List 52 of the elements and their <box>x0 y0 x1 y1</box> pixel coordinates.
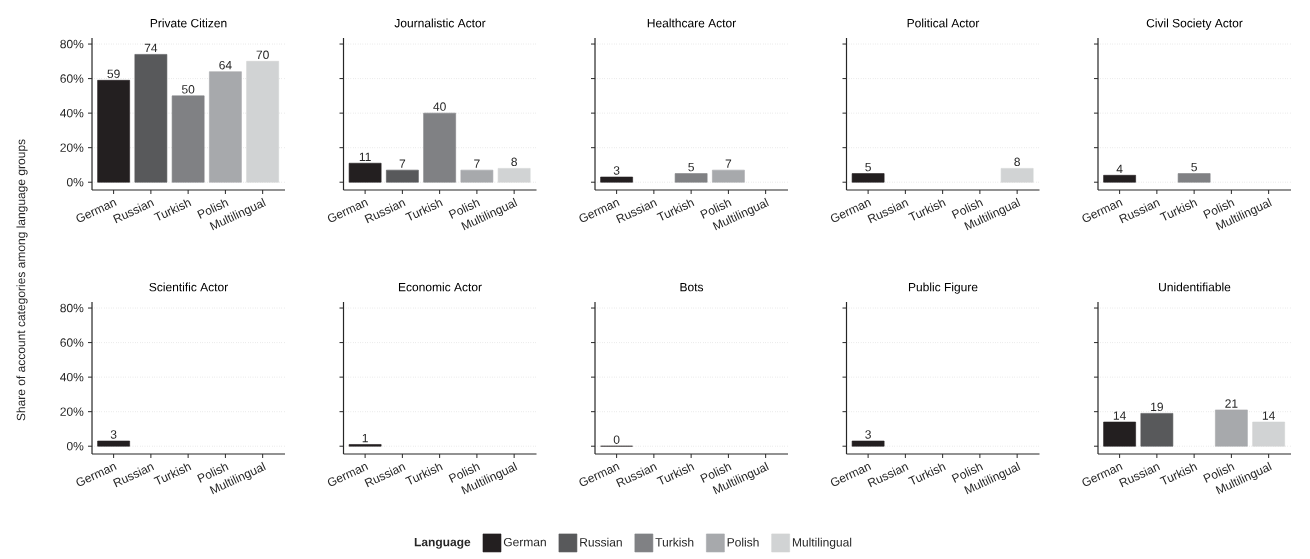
y-tick-label: 40% <box>60 372 84 382</box>
data-label: 14 <box>1262 411 1275 420</box>
chart-title: Unidentifiable <box>1159 282 1231 292</box>
data-label: 7 <box>725 159 732 168</box>
chart-title: Civil Society Actor <box>1146 18 1243 30</box>
data-label: 11 <box>359 152 371 161</box>
legend-title: Language <box>414 537 471 549</box>
chart-title: Bots <box>680 283 704 292</box>
data-label: 19 <box>1151 402 1163 412</box>
legend-label: Russian <box>580 537 622 547</box>
data-label: 3 <box>865 430 871 439</box>
data-label: 3 <box>110 430 117 439</box>
data-label: 1 <box>362 433 368 443</box>
y-tick-label: 80% <box>60 303 84 313</box>
chart-title: Public Figure <box>908 282 978 294</box>
data-label: 8 <box>511 157 517 167</box>
y-tick-label: 0% <box>66 441 84 451</box>
chart-title: Economic Actor <box>398 282 482 292</box>
legend-label: Turkish <box>655 537 694 547</box>
chart-title: Journalistic Actor <box>394 18 486 28</box>
y-tick-label: 0% <box>66 177 84 187</box>
y-axis-title: Share of account categories among language groups <box>16 139 28 421</box>
chart-title: Political Actor <box>907 18 980 28</box>
legend-label: German <box>503 537 546 547</box>
y-tick-label: 60% <box>60 338 84 347</box>
data-label: 7 <box>399 159 406 168</box>
y-tick-label: 40% <box>60 108 84 118</box>
data-label: 70 <box>256 50 269 60</box>
chart-title: Healthcare Actor <box>647 18 736 28</box>
data-label: 74 <box>144 43 158 53</box>
data-label: 3 <box>613 166 620 175</box>
legend-label: Multilingual <box>792 537 852 549</box>
data-label: 14 <box>1113 411 1126 420</box>
data-label: 4 <box>1116 164 1123 174</box>
data-label: 0 <box>613 435 620 444</box>
data-label: 59 <box>107 69 120 79</box>
data-label: 8 <box>1014 157 1020 167</box>
data-label: 5 <box>865 162 871 172</box>
data-label: 40 <box>433 102 446 111</box>
data-label: 5 <box>1191 162 1197 172</box>
y-tick-label: 20% <box>60 143 84 152</box>
chart-title: Private Citizen <box>150 18 227 28</box>
data-label: 21 <box>1225 399 1238 408</box>
data-label: 50 <box>181 85 195 94</box>
chart-title: Scientific Actor <box>149 282 228 292</box>
data-label: 5 <box>688 162 694 172</box>
y-tick-label: 80% <box>60 39 84 49</box>
legend-label: Polish <box>727 537 759 547</box>
data-label: 7 <box>474 159 480 168</box>
y-tick-label: 60% <box>60 74 84 83</box>
y-tick-label: 20% <box>60 407 84 416</box>
data-label: 64 <box>219 60 232 70</box>
